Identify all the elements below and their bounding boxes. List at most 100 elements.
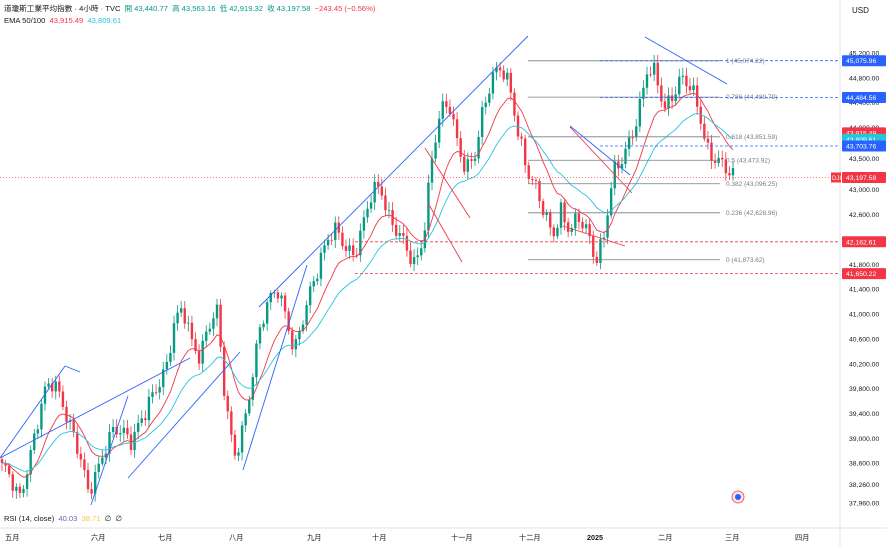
price-tag (842, 140, 886, 152)
candle-body (362, 217, 366, 231)
candle-body (384, 195, 387, 211)
ema-legend[interactable]: EMA 50/100 43,915.49 43,809.61 (4, 16, 123, 26)
candle-body (588, 224, 591, 237)
candle-body (488, 93, 491, 103)
x-tick-label: 十月 (372, 533, 386, 542)
price-tag-label: 43,703.76 (846, 143, 876, 150)
close-label: 收 (267, 4, 275, 13)
candle-body (301, 324, 305, 332)
candle-body (162, 369, 165, 388)
trendline (64, 365, 81, 373)
candle-body (706, 138, 710, 143)
candle-body (563, 202, 566, 223)
candle-body (645, 74, 649, 88)
price-tag (842, 171, 886, 183)
y-tick-label: 40,200.00 (849, 361, 879, 368)
candle-body (699, 106, 702, 124)
candle-body (111, 426, 115, 432)
candle-body (520, 136, 523, 139)
trendline (242, 264, 308, 471)
candle-body (394, 224, 398, 236)
y-tick-label: 39,000.00 (849, 436, 879, 443)
candle-body (398, 233, 401, 236)
price-tag (842, 268, 886, 280)
candle-body (491, 72, 495, 94)
candle-body (609, 188, 613, 216)
price-tag-label: 41,650.22 (846, 271, 876, 278)
candle-body (4, 462, 7, 466)
candle-body (448, 106, 452, 114)
candle-body (670, 95, 674, 102)
price-tag-label: 43,809.61 (846, 137, 876, 144)
candle-body (90, 489, 93, 494)
x-tick-label: 三月 (725, 533, 739, 542)
candle-body (280, 295, 283, 299)
candle-body (11, 474, 14, 491)
candle-body (251, 377, 255, 400)
high-label: 高 (172, 4, 180, 13)
candle-body (294, 339, 298, 350)
candle-body (584, 224, 588, 229)
candle-body (627, 137, 631, 149)
candle-body (76, 432, 79, 454)
trendline (569, 125, 631, 176)
candle-body (523, 138, 527, 166)
candle-body (688, 86, 692, 91)
rsi-extra-1: ∅ (104, 514, 112, 523)
price-tag (842, 236, 886, 248)
candle-body (412, 257, 416, 265)
candle-body (140, 418, 143, 423)
candle-body (678, 76, 681, 95)
candle-body (570, 228, 573, 232)
candle-body (248, 399, 251, 414)
price-tag (842, 91, 886, 103)
close-value: 43,197.58 (276, 4, 311, 13)
candle-body (208, 328, 212, 332)
currency-label[interactable]: USD (852, 6, 869, 15)
candle-body (50, 383, 54, 392)
price-tag (842, 55, 886, 67)
y-tick-label: 44,800.00 (849, 75, 879, 82)
candle-body (190, 322, 194, 340)
candle-body (685, 75, 688, 87)
x-tick-label: 四月 (795, 533, 809, 542)
candle-body (18, 486, 22, 493)
candle-body (635, 126, 638, 138)
candle-body (566, 222, 570, 232)
trendline (258, 35, 529, 308)
candle-body (330, 239, 333, 241)
channel-line (427, 202, 463, 263)
candle-body (703, 123, 706, 139)
candle-body (237, 452, 240, 456)
candle-body (473, 158, 477, 161)
candle-body (93, 472, 97, 494)
candle-body (667, 95, 670, 109)
candle-body (549, 212, 552, 228)
candle-body (65, 406, 68, 423)
fib-level-label: 0.236 (42,628.96) (726, 210, 777, 217)
candle-body (108, 431, 111, 454)
ema50-value: 43,915.49 (49, 16, 84, 25)
candle-body (466, 159, 470, 172)
candle-body (430, 158, 434, 183)
candle-body (205, 331, 208, 341)
candle-body (660, 85, 663, 102)
candle-body (43, 386, 47, 404)
rsi-legend[interactable]: RSI (14, close) 40.03 38.71 ∅ ∅ (4, 514, 124, 524)
candle-body (341, 232, 344, 247)
candle-body (420, 248, 423, 256)
x-tick-label: 十二月 (519, 533, 541, 542)
fib-level-label: 0.618 (43,851.59) (726, 134, 777, 141)
candle-body (86, 470, 90, 490)
candle-body (348, 245, 351, 251)
candle-body (452, 113, 455, 120)
y-tick-label: 40,600.00 (849, 336, 879, 343)
candle-body (502, 70, 505, 80)
candle-body (291, 330, 294, 350)
candle-body (58, 381, 61, 392)
candle-body (194, 339, 197, 352)
candle-body (721, 157, 724, 160)
candle-body (620, 164, 624, 169)
candle-body (312, 281, 315, 287)
